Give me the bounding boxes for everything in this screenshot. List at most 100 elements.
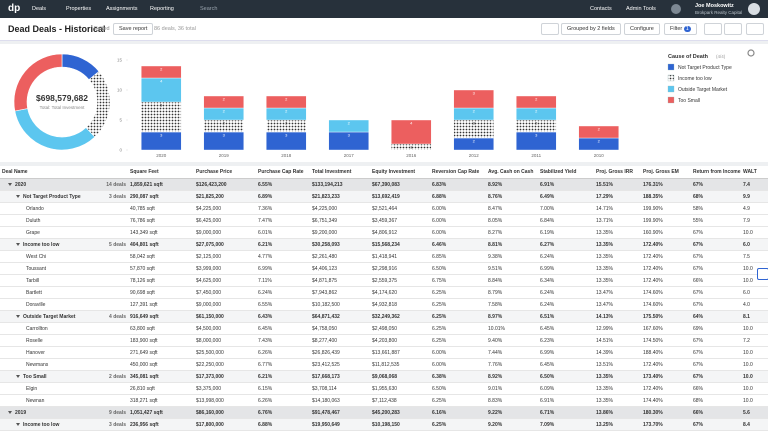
nav-item[interactable]: Assignments — [106, 6, 138, 12]
column-header[interactable]: Avg. Cash on Cash — [486, 166, 538, 179]
table-cell: $2,261,480 — [310, 250, 370, 263]
settings-button[interactable] — [724, 23, 742, 35]
bar-value-label: 2 — [223, 109, 226, 114]
search[interactable]: Search — [200, 6, 218, 12]
deal-name-cell: Grape — [0, 226, 100, 239]
deal-name: West Chi — [26, 253, 47, 260]
table-cell: $4,500,000 — [194, 322, 256, 335]
table-cell: 9.01% — [486, 382, 538, 395]
table-cell: 6.27% — [538, 238, 594, 251]
deal-name: Tarbill — [26, 277, 40, 284]
logo[interactable]: dp — [8, 3, 21, 14]
table-cell: 6.34% — [538, 274, 594, 287]
table-cell: 6.50% — [430, 382, 486, 395]
donut-slice — [14, 108, 96, 151]
table-cell: 8.05% — [486, 214, 538, 227]
table-cell: 67% — [691, 238, 741, 251]
columns-button[interactable] — [704, 23, 722, 35]
nav-item[interactable]: Deals — [32, 6, 47, 12]
table-cell: 13.35% — [594, 382, 641, 395]
bar-segment — [328, 119, 369, 133]
avatar[interactable] — [748, 3, 760, 15]
table-cell: 9.9 — [741, 190, 768, 203]
table-cell: 6.15% — [256, 382, 310, 395]
settings-icon[interactable] — [671, 4, 681, 14]
table-cell: 6.99% — [538, 262, 594, 275]
bar-segment — [578, 125, 619, 139]
configure-button[interactable]: Configure — [624, 23, 660, 35]
table-row: Newmans 450,000 sqft $22,250,000 6.77% $23,4… — [0, 358, 768, 371]
chart-toggle[interactable] — [541, 23, 559, 35]
table-cell: 6.00% — [430, 226, 486, 239]
table-cell: 8.76% — [486, 190, 538, 203]
nav-item[interactable]: Admin Tools — [626, 6, 656, 12]
legend-label[interactable]: Too Small — [678, 98, 700, 104]
table-cell: 4.9 — [741, 202, 768, 215]
table-cell: 6.09% — [538, 382, 594, 395]
table-cell: $13,661,887 — [370, 346, 430, 359]
table-cell: $7,112,438 — [370, 394, 430, 407]
legend-label[interactable]: Outside Target Market — [678, 87, 728, 93]
table-cell: 6.25% — [430, 310, 486, 323]
expand-caret[interactable] — [8, 410, 12, 414]
nav-item[interactable]: Contacts — [590, 6, 612, 12]
expand-caret[interactable] — [16, 374, 20, 378]
deal-name-cell: Bartlett — [0, 286, 100, 299]
deal-name: Income too low — [23, 241, 60, 248]
download-button[interactable] — [746, 23, 764, 35]
column-header[interactable]: WALT — [741, 166, 768, 179]
column-header[interactable]: Equity Investment — [370, 166, 430, 179]
grouping-button[interactable]: Grouped by 2 fields — [561, 23, 621, 35]
table-cell: 10.0 — [741, 370, 768, 383]
bar-segment — [391, 119, 432, 145]
table-cell: 6.45% — [256, 322, 310, 335]
column-header[interactable]: Total Investment — [310, 166, 370, 179]
table-cell: 8.81% — [486, 238, 538, 251]
table-cell: $1,533,000 — [370, 430, 430, 432]
filter-button[interactable]: Filter 1 — [664, 23, 697, 35]
column-header[interactable]: Deal Name — [0, 166, 100, 179]
column-header[interactable]: Reversion Cap Rate — [430, 166, 486, 179]
expand-caret[interactable] — [16, 242, 20, 246]
expand-caret[interactable] — [16, 422, 20, 426]
table-cell: 58,042 sqft — [128, 250, 194, 263]
table-cell: 9.40% — [486, 334, 538, 347]
table-cell: 67% — [691, 226, 741, 239]
chart-settings-icon[interactable] — [747, 49, 755, 57]
table-cell: $17,373,000 — [194, 370, 256, 383]
column-header[interactable]: Proj. Gross EM — [641, 166, 691, 179]
nav-item[interactable]: Properties — [66, 6, 92, 12]
table-cell: 6.24% — [256, 286, 310, 299]
table-cell: 6.24% — [538, 286, 594, 299]
table-cell: 174.50% — [641, 334, 691, 347]
expand-caret[interactable] — [8, 182, 12, 186]
bar-value-label: 2 — [598, 139, 601, 144]
table-cell: 67% — [691, 370, 741, 383]
table-row: Carrollton 63,800 sqft $4,500,000 6.45% $4,7… — [0, 322, 768, 335]
table-cell: 78,126 sqft — [128, 274, 194, 287]
table-cell: 13.25% — [594, 418, 641, 431]
legend-label[interactable]: Income too low — [678, 76, 712, 82]
column-header[interactable]: Stabilized Yield — [538, 166, 594, 179]
table-cell: 318,271 sqft — [128, 394, 194, 407]
expand-caret[interactable] — [16, 194, 20, 198]
side-widget[interactable] — [757, 268, 768, 280]
save-button[interactable]: Save report — [113, 23, 154, 35]
nav-item[interactable]: Reporting — [150, 6, 174, 12]
table-cell: 6.00% — [430, 358, 486, 371]
column-header[interactable]: Proj. Gross IRR — [594, 166, 641, 179]
column-header[interactable]: Return from Income — [691, 166, 741, 179]
deal-count-cell — [100, 298, 128, 311]
expand-caret[interactable] — [16, 314, 20, 318]
column-header[interactable]: Purchase Cap Rate — [256, 166, 310, 179]
table-cell: 6.55% — [256, 178, 310, 191]
edited-status: Edited — [94, 26, 110, 32]
table-cell: 236,956 sqft — [128, 418, 194, 431]
column-header[interactable]: Purchase Price — [194, 166, 256, 179]
table-cell: 10.0 — [741, 346, 768, 359]
table-cell: 6.71% — [538, 406, 594, 419]
column-header[interactable]: Square Feet — [128, 166, 194, 179]
table-cell: 6.00% — [430, 346, 486, 359]
table-cell: 172.40% — [641, 262, 691, 275]
legend-label[interactable]: Not Target Product Type — [678, 65, 732, 71]
